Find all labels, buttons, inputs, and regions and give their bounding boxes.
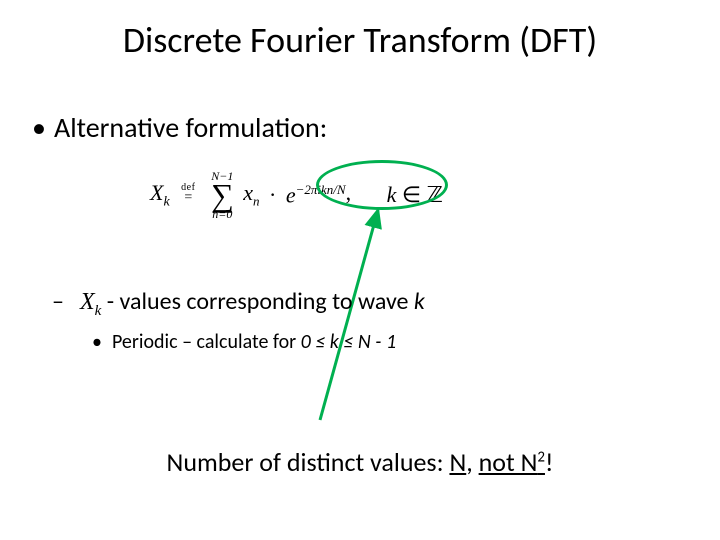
formula-sigma: N−1 ∑ n=0 [211,170,234,220]
formula-xn: xn [243,180,259,209]
formula-lhs: Xk [150,180,170,210]
xk-symbol: Xk [80,289,101,315]
footer-note: Number of distinct values: N, not N2! [0,446,720,478]
formula-dot: · [269,182,276,208]
bullet-periodic: Periodic – calculate for 0 ≤ k ≤ N - 1 [112,330,396,354]
bullet-xk-values: Xk - values corresponding to wave k [80,287,425,320]
formula-def-equals: def = [181,182,195,204]
bullet-alternative-formulation: Alternative formulation: [54,110,327,145]
highlight-ellipse [316,160,448,210]
slide-title: Discrete Fourier Transform (DFT) [0,18,720,62]
